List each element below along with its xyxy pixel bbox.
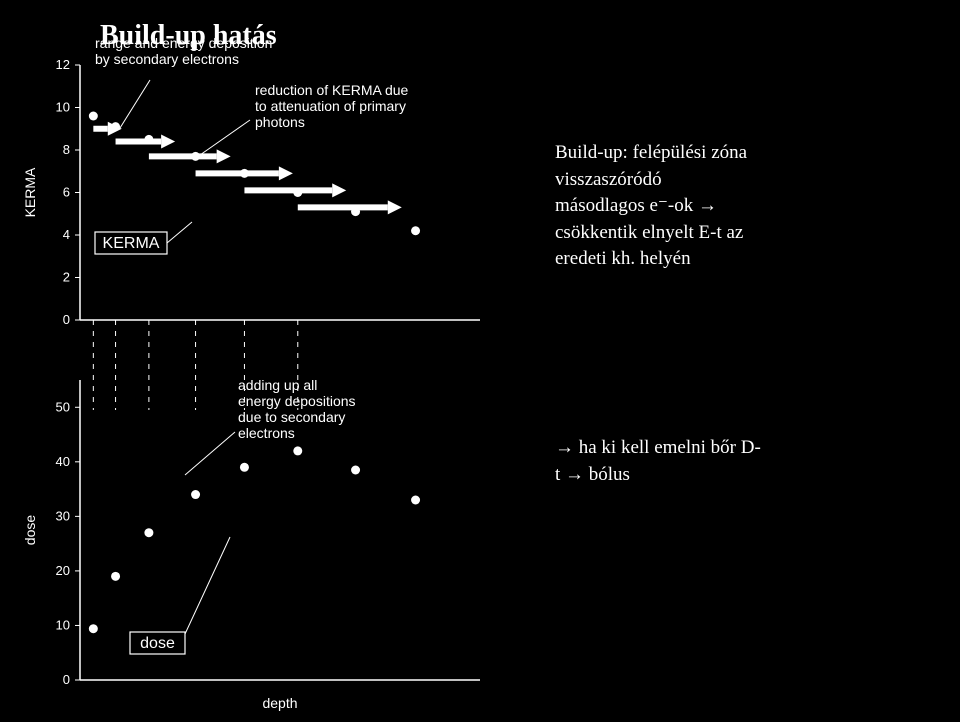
svg-text:photons: photons <box>255 114 305 130</box>
svg-text:depth: depth <box>262 695 297 711</box>
svg-text:50: 50 <box>56 399 70 414</box>
svg-text:electrons: electrons <box>238 425 295 441</box>
svg-text:0: 0 <box>63 312 70 327</box>
svg-text:10: 10 <box>56 100 70 115</box>
svg-text:20: 20 <box>56 563 70 578</box>
svg-text:4: 4 <box>63 227 70 242</box>
svg-text:due to secondary: due to secondary <box>238 409 345 425</box>
svg-text:6: 6 <box>63 185 70 200</box>
svg-text:reduction of KERMA due: reduction of KERMA due <box>255 82 409 98</box>
slide-root: { "title": { "text": "Build-up hatás", "… <box>0 0 960 722</box>
svg-text:adding up all: adding up all <box>238 377 317 393</box>
svg-text:dose: dose <box>22 515 38 546</box>
svg-text:8: 8 <box>63 142 70 157</box>
svg-text:to attenuation of primary: to attenuation of primary <box>255 98 406 114</box>
svg-text:0: 0 <box>63 672 70 687</box>
svg-text:energy depositions: energy depositions <box>238 393 356 409</box>
svg-text:range and energy deposition: range and energy deposition <box>95 35 272 51</box>
plot-canvas: 0 2 4 6 8 10 12 KERMA KERMA range and energy depo… <box>0 0 960 722</box>
svg-text:dose: dose <box>140 635 175 652</box>
svg-text:10: 10 <box>56 617 70 632</box>
svg-text:40: 40 <box>56 454 70 469</box>
svg-text:KERMA: KERMA <box>103 235 160 252</box>
svg-text:KERMA: KERMA <box>22 167 38 217</box>
svg-text:30: 30 <box>56 508 70 523</box>
svg-text:2: 2 <box>63 270 70 285</box>
svg-text:by secondary electrons: by secondary electrons <box>95 51 239 67</box>
svg-text:12: 12 <box>56 57 70 72</box>
